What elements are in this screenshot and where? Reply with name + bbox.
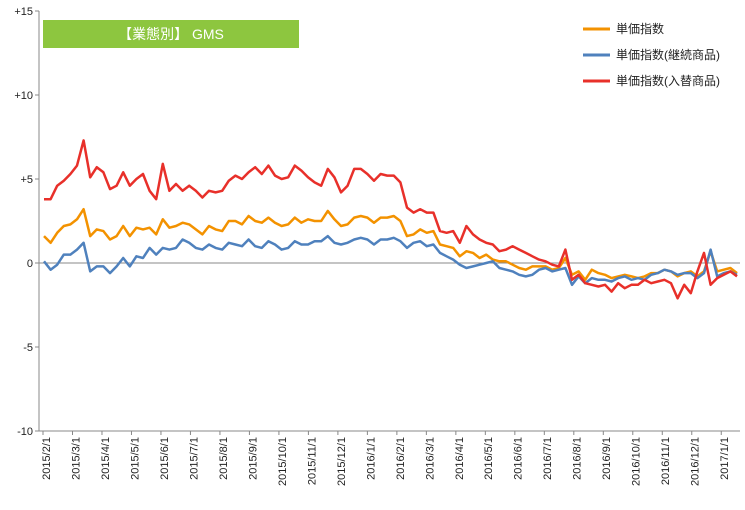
x-tick-label: 2015/10/1 (277, 437, 289, 486)
x-tick-label: 2016/9/1 (601, 437, 613, 480)
chart-title-background (43, 20, 299, 48)
series-line-2 (44, 139, 738, 300)
x-tick-label: 2016/2/1 (395, 437, 407, 480)
legend-label-1: 単価指数(継続商品) (616, 47, 720, 62)
x-tick-label: 2016/12/1 (690, 437, 702, 486)
x-tick-label: 2016/1/1 (365, 437, 377, 480)
x-axis: 2015/2/1 2015/3/1 2015/4/1 2015/5/1 2015/6/1… (39, 262, 740, 486)
x-tick-label: 2015/12/1 (336, 437, 348, 486)
x-tick-label: 2016/10/1 (631, 437, 643, 486)
x-tick-label: 2015/4/1 (100, 437, 112, 480)
series-layer (43, 139, 738, 300)
series-line-0 (43, 207, 738, 282)
y-axis: -10 -5 0 +5 +10 +15 (14, 6, 40, 438)
x-tick-label: 2017/1/1 (719, 437, 731, 480)
x-tick-label: 2015/11/1 (306, 437, 318, 485)
x-tick-label: 2015/7/1 (188, 437, 200, 480)
y-tick-label: -10 (17, 426, 33, 438)
y-tick-label: +5 (20, 174, 33, 186)
y-tick-label: 0 (27, 258, 33, 270)
y-tick-label: -5 (23, 342, 33, 354)
chart-title-box: 【業態別】 GMS (43, 20, 299, 48)
x-tick-label: 2016/5/1 (483, 437, 495, 480)
x-tick-label: 2016/3/1 (424, 437, 436, 480)
x-tick-label: 2016/7/1 (542, 437, 554, 480)
y-tick-label: +10 (14, 90, 33, 102)
legend-label-2: 単価指数(入替商品) (616, 73, 720, 88)
x-tick-label: 2015/3/1 (70, 437, 82, 480)
series-line-1 (43, 234, 738, 287)
x-tick-label: 2016/8/1 (572, 437, 584, 480)
x-tick-label: 2015/2/1 (41, 437, 53, 480)
x-tick-label: 2015/8/1 (218, 437, 230, 480)
y-tick-label: +15 (14, 6, 33, 18)
x-tick-label: 2016/11/1 (660, 437, 672, 485)
legend-label-0: 単価指数 (616, 21, 664, 36)
x-tick-label: 2015/6/1 (159, 437, 171, 480)
x-tick-label: 2015/9/1 (247, 437, 259, 480)
chart-title: 【業態別】 GMS (118, 26, 224, 42)
x-tick-label: 2016/6/1 (513, 437, 525, 480)
x-tick-label: 2016/4/1 (454, 437, 466, 480)
x-tick-label: 2015/5/1 (129, 437, 141, 480)
